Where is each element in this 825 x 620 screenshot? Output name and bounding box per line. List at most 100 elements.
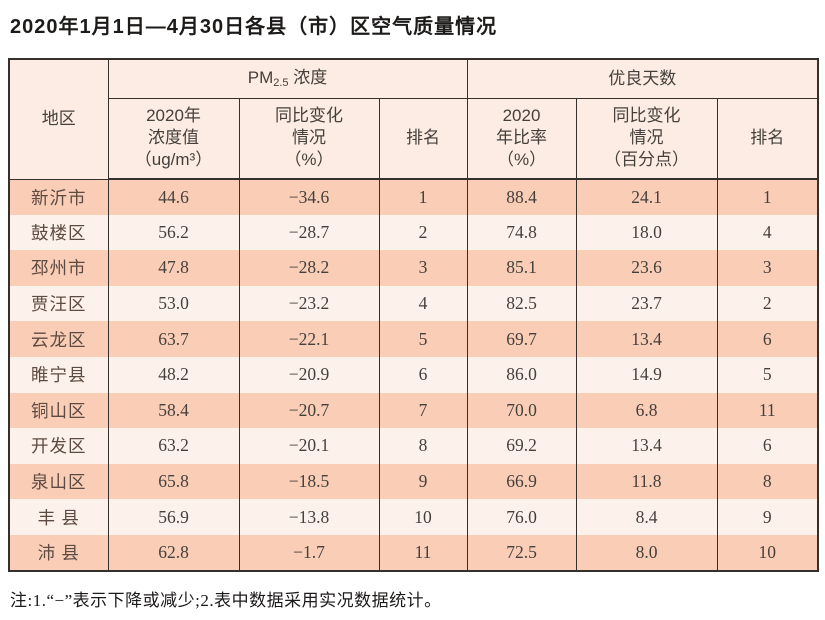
col-header-region: 地区 bbox=[8, 58, 109, 180]
col-group-good-days: 优良天数 bbox=[466, 58, 819, 99]
table-row: 沛 县 62.8 −1.7 11 72.5 8.0 10 bbox=[8, 534, 819, 571]
footnote: 注:1.“−”表示下降或减少;2.表中数据采用实况数据统计。 bbox=[10, 590, 442, 610]
value-cell: 9 bbox=[716, 499, 819, 535]
table-row: 铜山区 58.4 −20.7 7 70.0 6.8 11 bbox=[8, 392, 819, 429]
col-header-gd-rate: 2020 年比率 （%） bbox=[466, 97, 577, 180]
value-cell: 5 bbox=[378, 321, 468, 357]
region-cell: 邳州市 bbox=[8, 250, 109, 286]
table-body: 新沂市 44.6 −34.6 1 88.4 24.1 1 鼓楼区 56.2 −28.7 2 74.8 1… bbox=[8, 179, 819, 571]
table-row: 新沂市 44.6 −34.6 1 88.4 24.1 1 bbox=[8, 179, 819, 215]
value-cell: 6 bbox=[716, 321, 819, 357]
value-cell: −28.2 bbox=[238, 250, 380, 286]
table-header: 地区 PM2.5 浓度 优良天数 2020年 浓度值 （ug/m³） 同比变化 … bbox=[8, 58, 819, 180]
value-cell: 9 bbox=[378, 463, 468, 500]
air-quality-table: 地区 PM2.5 浓度 优良天数 2020年 浓度值 （ug/m³） 同比变化 … bbox=[8, 58, 820, 572]
table-row: 云龙区 63.7 −22.1 5 69.7 13.4 6 bbox=[8, 321, 819, 357]
header-sub-row: 2020年 浓度值 （ug/m³） 同比变化 情况 （%） 排名 2020 年比… bbox=[9, 97, 819, 180]
value-cell: 53.0 bbox=[107, 285, 240, 322]
region-cell: 云龙区 bbox=[8, 321, 109, 357]
value-cell: 11.8 bbox=[575, 463, 718, 500]
table-row: 鼓楼区 56.2 −28.7 2 74.8 18.0 4 bbox=[8, 214, 819, 251]
value-cell: 66.9 bbox=[466, 463, 577, 500]
value-cell: 56.2 bbox=[107, 214, 240, 251]
value-cell: 47.8 bbox=[107, 250, 240, 286]
value-cell: 14.9 bbox=[575, 356, 718, 393]
value-cell: 8.0 bbox=[575, 534, 718, 571]
region-cell: 铜山区 bbox=[8, 392, 109, 429]
value-cell: 63.7 bbox=[107, 321, 240, 357]
value-cell: 88.4 bbox=[466, 179, 577, 215]
value-cell: 86.0 bbox=[466, 356, 577, 393]
region-cell: 泉山区 bbox=[8, 463, 109, 500]
region-cell: 鼓楼区 bbox=[8, 214, 109, 251]
value-cell: 23.6 bbox=[575, 250, 718, 286]
value-cell: 56.9 bbox=[107, 499, 240, 535]
region-cell: 贾汪区 bbox=[8, 285, 109, 322]
value-cell: 48.2 bbox=[107, 356, 240, 393]
value-cell: −20.9 bbox=[238, 356, 380, 393]
value-cell: 3 bbox=[716, 250, 819, 286]
value-cell: 8.4 bbox=[575, 499, 718, 535]
col-header-pm-rank: 排名 bbox=[378, 97, 468, 180]
value-cell: 23.7 bbox=[575, 285, 718, 322]
table-row: 丰 县 56.9 −13.8 10 76.0 8.4 9 bbox=[8, 499, 819, 535]
value-cell: 65.8 bbox=[107, 463, 240, 500]
value-cell: 8 bbox=[716, 463, 819, 500]
table-row: 开发区 63.2 −20.1 8 69.2 13.4 6 bbox=[8, 428, 819, 464]
value-cell: −22.1 bbox=[238, 321, 380, 357]
value-cell: −20.7 bbox=[238, 392, 380, 429]
header-group-row: 地区 PM2.5 浓度 优良天数 bbox=[8, 58, 819, 180]
value-cell: −23.2 bbox=[238, 285, 380, 322]
value-cell: 7 bbox=[378, 392, 468, 429]
value-cell: 5 bbox=[716, 356, 819, 393]
col-group-pm25: PM2.5 浓度 bbox=[107, 58, 468, 99]
value-cell: 6.8 bbox=[575, 392, 718, 429]
value-cell: 2 bbox=[716, 285, 819, 322]
value-cell: 62.8 bbox=[107, 534, 240, 571]
col-header-pm-change: 同比变化 情况 （%） bbox=[238, 97, 380, 180]
value-cell: 63.2 bbox=[107, 428, 240, 464]
value-cell: 2 bbox=[378, 214, 468, 251]
value-cell: 1 bbox=[378, 179, 468, 215]
value-cell: 58.4 bbox=[107, 392, 240, 429]
value-cell: −18.5 bbox=[238, 463, 380, 500]
value-cell: 69.7 bbox=[466, 321, 577, 357]
table-row: 睢宁县 48.2 −20.9 6 86.0 14.9 5 bbox=[8, 356, 819, 393]
pm25-label-suffix: 浓度 bbox=[288, 67, 328, 87]
value-cell: 69.2 bbox=[466, 428, 577, 464]
region-cell: 开发区 bbox=[8, 428, 109, 464]
value-cell: 85.1 bbox=[466, 250, 577, 286]
value-cell: 76.0 bbox=[466, 499, 577, 535]
value-cell: 70.0 bbox=[466, 392, 577, 429]
col-header-gd-rank: 排名 bbox=[716, 97, 819, 180]
value-cell: 1 bbox=[716, 179, 819, 215]
value-cell: 44.6 bbox=[107, 179, 240, 215]
value-cell: 24.1 bbox=[575, 179, 718, 215]
value-cell: 74.8 bbox=[466, 214, 577, 251]
table-row: 泉山区 65.8 −18.5 9 66.9 11.8 8 bbox=[8, 463, 819, 500]
table-row: 邳州市 47.8 −28.2 3 85.1 23.6 3 bbox=[8, 250, 819, 286]
value-cell: 4 bbox=[378, 285, 468, 322]
pm25-label-subscript: 2.5 bbox=[273, 76, 289, 89]
value-cell: 6 bbox=[716, 428, 819, 464]
value-cell: −13.8 bbox=[238, 499, 380, 535]
value-cell: −20.1 bbox=[238, 428, 380, 464]
value-cell: 10 bbox=[378, 499, 468, 535]
value-cell: 11 bbox=[378, 534, 468, 571]
value-cell: −28.7 bbox=[238, 214, 380, 251]
page-title: 2020年1月1日—4月30日各县（市）区空气质量情况 bbox=[10, 16, 498, 38]
value-cell: 13.4 bbox=[575, 321, 718, 357]
value-cell: 13.4 bbox=[575, 428, 718, 464]
value-cell: 8 bbox=[378, 428, 468, 464]
value-cell: 10 bbox=[716, 534, 819, 571]
col-header-gd-change: 同比变化 情况 （百分点） bbox=[575, 97, 718, 180]
table-row: 贾汪区 53.0 −23.2 4 82.5 23.7 2 bbox=[8, 285, 819, 322]
value-cell: 82.5 bbox=[466, 285, 577, 322]
value-cell: −1.7 bbox=[238, 534, 380, 571]
value-cell: 3 bbox=[378, 250, 468, 286]
value-cell: 72.5 bbox=[466, 534, 577, 571]
value-cell: −34.6 bbox=[238, 179, 380, 215]
region-cell: 丰 县 bbox=[8, 499, 109, 535]
value-cell: 18.0 bbox=[575, 214, 718, 251]
